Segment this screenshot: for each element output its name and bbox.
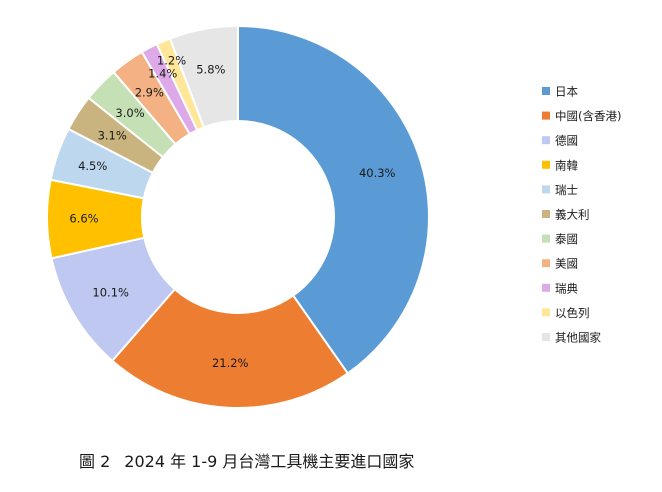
- data-label-4: 6.6%: [69, 212, 98, 226]
- slice-1: [237, 24, 430, 375]
- data-label-10: 1.2%: [157, 54, 186, 68]
- data-label-7: 3.0%: [115, 106, 144, 120]
- slice-11: [168, 24, 239, 129]
- figure-caption: 圖 2 2024 年 1-9 月台灣工具機主要進口國家: [79, 448, 428, 472]
- figure-number: 圖 2: [79, 452, 111, 471]
- legend-swatch-8: [542, 259, 550, 268]
- legend-label-2: 中國(含香港): [555, 109, 621, 123]
- data-label-6: 3.1%: [98, 128, 127, 142]
- legend-swatch-7: [542, 234, 550, 243]
- data-label-9: 1.4%: [148, 67, 177, 81]
- legend-swatch-10: [542, 308, 550, 317]
- legend-label-5: 瑞士: [555, 183, 578, 197]
- slice-2: [110, 287, 350, 409]
- data-label-8: 2.9%: [135, 85, 164, 99]
- data-label-2: 21.2%: [212, 356, 249, 370]
- legend-swatch-5: [542, 185, 550, 194]
- legend-swatch-9: [542, 283, 550, 292]
- legend-label-7: 泰國: [555, 232, 578, 246]
- legend-swatch-1: [542, 87, 550, 95]
- legend-label-9: 瑞典: [555, 281, 578, 295]
- data-label-11: 5.8%: [196, 62, 225, 76]
- data-label-5: 4.5%: [78, 159, 107, 173]
- data-label-1: 40.3%: [359, 166, 396, 180]
- data-labels: 40.3% 21.2% 10.1% 6.6% 4.5% 3.1% 3.0% 2.9% 1.4%1…: [69, 54, 395, 370]
- legend-label-3: 德國: [555, 134, 578, 148]
- legend-label-1: 日本: [555, 85, 578, 99]
- legend-label-8: 美國: [555, 257, 578, 271]
- legend-label-4: 南韓: [555, 158, 578, 172]
- legend-label-10: 以色列: [555, 306, 590, 320]
- legend-swatch-11: [542, 333, 550, 341]
- legend-label-11: 其他國家: [555, 331, 601, 345]
- legend-swatch-4: [542, 160, 550, 169]
- donut-slices: [46, 24, 430, 409]
- data-label-3: 10.1%: [92, 285, 129, 299]
- legend-swatch-3: [542, 136, 550, 145]
- legend-swatch-6: [542, 210, 550, 218]
- legend-swatch-2: [542, 111, 550, 120]
- figure-title: 2024 年 1-9 月台灣工具機主要進口國家: [124, 452, 415, 471]
- legend-label-6: 義大利: [555, 208, 590, 222]
